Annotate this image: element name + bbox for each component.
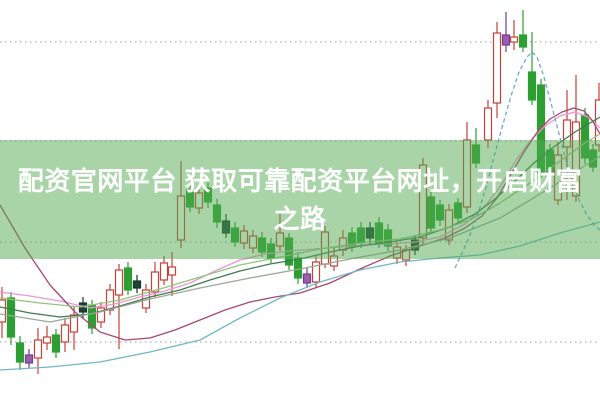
candle-up xyxy=(0,287,7,338)
candle-up xyxy=(96,302,106,328)
candle-up xyxy=(150,262,160,297)
candle-down xyxy=(527,32,537,105)
candle-down xyxy=(123,262,133,295)
candle-up xyxy=(33,328,43,374)
candle-dark xyxy=(132,275,142,293)
candle-up xyxy=(159,256,169,285)
watermark-band xyxy=(0,140,600,259)
candle-up xyxy=(114,264,124,349)
indicator-dashed-blue xyxy=(454,51,600,269)
candle-up xyxy=(42,326,52,350)
candle-purple xyxy=(302,268,312,288)
ma-maroon xyxy=(0,107,600,341)
candle-purple xyxy=(501,12,511,52)
candle-up xyxy=(60,318,70,352)
candle-down xyxy=(51,329,61,358)
candle-up xyxy=(492,22,502,118)
candle-up xyxy=(509,20,519,50)
candle-down xyxy=(15,336,25,370)
candle-down xyxy=(6,292,16,345)
candle-down xyxy=(518,10,528,52)
candle-purple xyxy=(24,349,34,368)
